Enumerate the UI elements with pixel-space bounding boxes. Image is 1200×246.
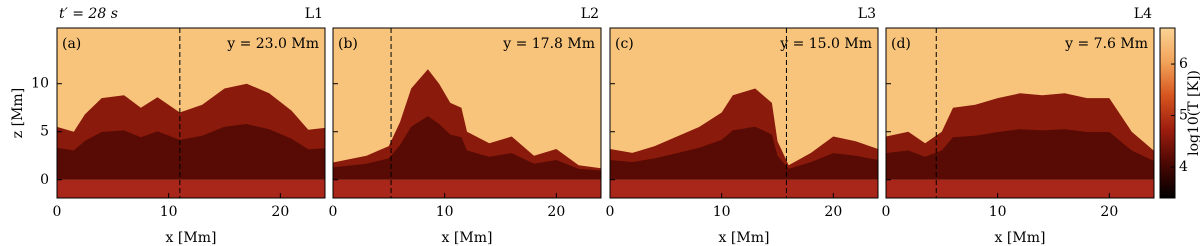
cut-annotation: y = 23.0 Mm (226, 36, 319, 52)
x-axis-label: x [Mm] (166, 230, 217, 246)
y-tick-label: 10 (31, 76, 49, 92)
cut-annotation: y = 17.8 Mm (502, 36, 595, 52)
colorbar-label: log10(T [K]) (1186, 70, 1200, 156)
panel-label: (b) (338, 36, 358, 52)
x-tick-label: 20 (1100, 204, 1118, 220)
photosphere (610, 179, 878, 198)
cold-core (886, 129, 1154, 175)
y-tick-label: 0 (40, 172, 49, 188)
panel-label: (a) (62, 36, 81, 52)
colorbar-tick-label: 4 (1179, 159, 1188, 175)
x-tick-label: 10 (989, 204, 1007, 220)
x-tick-label: 10 (160, 204, 178, 220)
x-tick-label: 0 (53, 204, 62, 220)
surface-layer (333, 173, 601, 180)
cold-core (333, 116, 601, 175)
x-tick-label: 0 (882, 204, 891, 220)
panel-title: L2 (581, 6, 599, 22)
colorbar-tick-label: 5 (1179, 108, 1188, 124)
frame (332, 27, 602, 199)
cut-annotation: y = 7.6 Mm (1064, 36, 1148, 52)
cut-annotation: y = 15.0 Mm (779, 36, 872, 52)
panel: 0 10 20 x [Mm] L2 (b) y = 17.8 Mm (329, 6, 602, 246)
colorbar (1159, 27, 1176, 199)
colorbar-tick-label: 6 (1179, 56, 1188, 72)
x-axis-label: x [Mm] (995, 230, 1046, 246)
cold-core (610, 126, 878, 175)
panel-label: (d) (891, 36, 911, 52)
x-tick-label: 20 (547, 204, 565, 220)
photosphere (886, 179, 1154, 198)
y-axis-label: z [Mm] (10, 88, 26, 138)
surface-layer (610, 173, 878, 180)
x-tick-label: 10 (436, 204, 454, 220)
x-tick-label: 0 (329, 204, 338, 220)
panel-title: L1 (305, 6, 323, 22)
frame (885, 27, 1155, 199)
panel: 0 10 20 x [Mm] L4 (d) y = 7.6 Mm (882, 6, 1155, 246)
x-tick-label: 20 (824, 204, 842, 220)
x-tick-label: 10 (713, 204, 731, 220)
surface-layer (57, 173, 325, 180)
cold-core (57, 124, 325, 175)
photosphere (57, 179, 325, 198)
frame (609, 27, 879, 199)
time-label: t′ = 28 s (59, 6, 118, 22)
panel-title: L3 (858, 6, 876, 22)
x-tick-label: 20 (271, 204, 289, 220)
panel: 0 10 20 x [Mm] L3 (c) y = 15.0 Mm (606, 6, 879, 246)
photosphere (333, 179, 601, 198)
x-axis-label: x [Mm] (719, 230, 770, 246)
x-tick-label: 0 (606, 204, 615, 220)
surface-layer (886, 173, 1154, 180)
panel: 0 10 20 0 5 10 x [Mm] z [Mm] t′ = 28 s L1 (a) y = 2… (10, 6, 326, 246)
y-tick-label: 5 (40, 124, 49, 140)
frame (56, 27, 326, 199)
x-axis-label: x [Mm] (442, 230, 493, 246)
panel-title: L4 (1134, 6, 1152, 22)
panel-label: (c) (615, 36, 634, 52)
